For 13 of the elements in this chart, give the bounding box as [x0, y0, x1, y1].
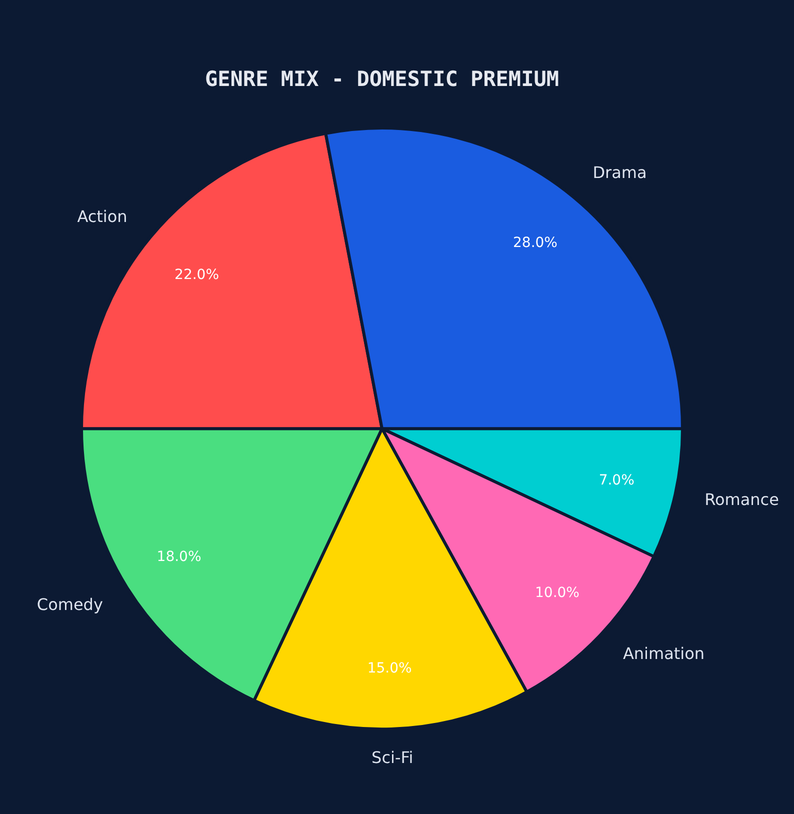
chart-title: GENRE MIX - DOMESTIC PREMIUM: [204, 67, 560, 92]
slice-label: Animation: [622, 644, 705, 664]
slice-label: Comedy: [36, 594, 103, 614]
slice-label: Action: [77, 207, 128, 226]
slice-label: Sci-Fi: [372, 748, 414, 768]
data-label: 15.0%: [367, 660, 412, 677]
data-label: 28.0%: [512, 235, 558, 252]
data-label: 10.0%: [535, 584, 580, 601]
data-label: 18.0%: [156, 549, 202, 566]
data-label: 22.0%: [174, 267, 220, 284]
slice-label: Romance: [704, 490, 779, 509]
slice-label: Drama: [592, 163, 647, 182]
data-label: 7.0%: [598, 472, 634, 489]
